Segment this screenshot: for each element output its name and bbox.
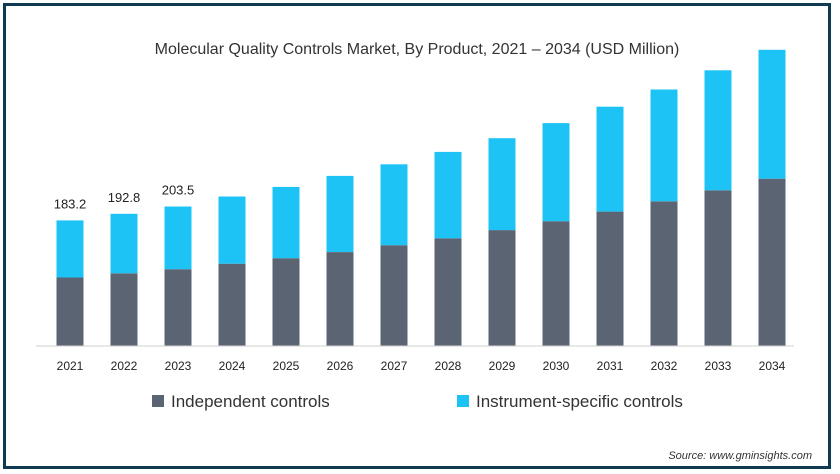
x-tick-2022: 2022: [111, 359, 138, 373]
data-label-2023: 203.5: [162, 183, 195, 198]
bar-instrument-2021: [56, 220, 84, 278]
bars-group: [56, 49, 786, 346]
legend: Independent controls Instrument-specific…: [152, 392, 683, 411]
x-tick-2028: 2028: [435, 359, 462, 373]
x-tick-2034: 2034: [759, 359, 786, 373]
bar-independent-2027: [380, 245, 408, 346]
data-label-2022: 192.8: [108, 190, 141, 205]
bar-instrument-2029: [488, 138, 516, 231]
bar-independent-2033: [704, 190, 732, 346]
bar-independent-2034: [758, 178, 786, 346]
bar-instrument-2028: [434, 151, 462, 239]
bar-independent-2031: [596, 211, 624, 346]
bar-independent-2021: [56, 277, 84, 346]
x-tick-2024: 2024: [219, 359, 246, 373]
x-tick-2029: 2029: [489, 359, 516, 373]
bar-independent-2026: [326, 252, 354, 346]
bar-instrument-2024: [218, 196, 246, 264]
stacked-bar-chart: Molecular Quality Controls Market, By Pr…: [36, 41, 812, 462]
bar-instrument-2022: [110, 213, 138, 274]
bar-instrument-2033: [704, 70, 732, 191]
x-tick-2021: 2021: [57, 359, 84, 373]
x-tick-2031: 2031: [597, 359, 624, 373]
bar-independent-2025: [272, 258, 300, 346]
bar-independent-2029: [488, 230, 516, 346]
chart-frame: Molecular Quality Controls Market, By Pr…: [3, 3, 831, 469]
bar-instrument-2027: [380, 164, 408, 246]
bar-instrument-2023: [164, 206, 192, 270]
bar-instrument-2026: [326, 175, 354, 252]
chart-title: Molecular Quality Controls Market, By Pr…: [155, 41, 680, 58]
bar-instrument-2034: [758, 49, 786, 179]
x-tick-2032: 2032: [651, 359, 678, 373]
x-tick-labels: 2021 2022 2023 2024 2025 2026 2027 2028 2029 2030…: [57, 359, 786, 373]
x-tick-2033: 2033: [705, 359, 732, 373]
bar-independent-2022: [110, 273, 138, 346]
legend-label-instrument: Instrument-specific controls: [476, 392, 683, 411]
bar-instrument-2031: [596, 106, 624, 212]
bar-instrument-2032: [650, 89, 678, 202]
source-note: Source: www.gminsights.com: [668, 450, 812, 462]
bar-independent-2023: [164, 269, 192, 346]
legend-label-independent: Independent controls: [171, 392, 330, 411]
bar-independent-2030: [542, 221, 570, 346]
legend-swatch-independent: [152, 395, 164, 407]
x-tick-2025: 2025: [273, 359, 300, 373]
bar-independent-2028: [434, 238, 462, 346]
legend-swatch-instrument: [457, 395, 469, 407]
x-tick-2030: 2030: [543, 359, 570, 373]
bar-instrument-2025: [272, 186, 300, 259]
data-label-2021: 183.2: [54, 196, 87, 211]
x-tick-2027: 2027: [381, 359, 408, 373]
bar-independent-2024: [218, 263, 246, 346]
x-tick-2023: 2023: [165, 359, 192, 373]
bar-independent-2032: [650, 201, 678, 346]
bar-instrument-2030: [542, 123, 570, 222]
x-tick-2026: 2026: [327, 359, 354, 373]
data-labels: 183.2 192.8 203.5: [54, 183, 195, 212]
